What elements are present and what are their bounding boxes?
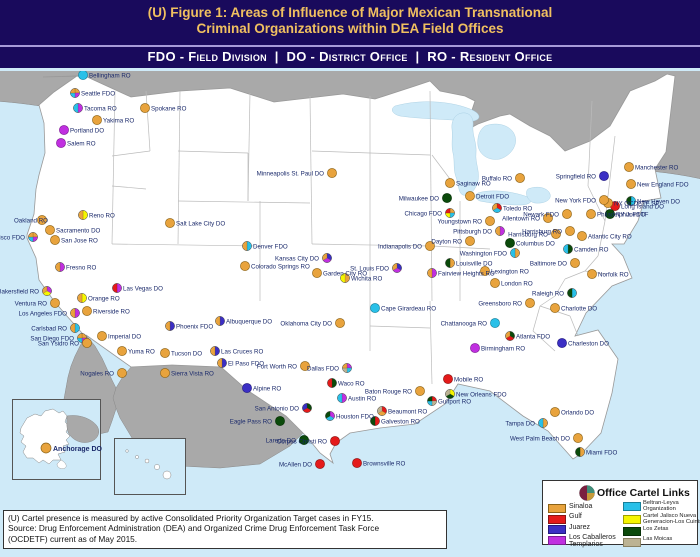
svg-text:San Jose RO: San Jose RO bbox=[61, 238, 98, 245]
svg-text:Portland DO: Portland DO bbox=[70, 128, 104, 135]
svg-text:St. Louis FDO: St. Louis FDO bbox=[350, 266, 389, 273]
svg-text:Gulfport RO: Gulfport RO bbox=[438, 399, 471, 406]
svg-text:Lexington RO: Lexington RO bbox=[491, 269, 529, 276]
svg-text:Pittsburgh DO: Pittsburgh DO bbox=[453, 229, 492, 236]
svg-text:Greensboro RO: Greensboro RO bbox=[478, 301, 522, 308]
svg-text:Fairview Heights RO: Fairview Heights RO bbox=[438, 271, 495, 278]
svg-text:Yakima RO: Yakima RO bbox=[103, 118, 134, 125]
svg-text:Harrisburg RO: Harrisburg RO bbox=[508, 232, 548, 239]
svg-text:Chattanooga RO: Chattanooga RO bbox=[441, 321, 488, 328]
svg-text:McAllen DO: McAllen DO bbox=[279, 462, 312, 469]
svg-text:Reno RO: Reno RO bbox=[89, 213, 115, 220]
svg-text:New York FDO: New York FDO bbox=[555, 198, 596, 205]
svg-text:Atlanta FDO: Atlanta FDO bbox=[516, 334, 550, 341]
svg-text:Cape Girardeau RO: Cape Girardeau RO bbox=[381, 306, 436, 313]
svg-text:Columbus DO: Columbus DO bbox=[516, 241, 555, 248]
svg-text:Fort Worth RO: Fort Worth RO bbox=[257, 364, 297, 371]
svg-text:Tacoma RO: Tacoma RO bbox=[84, 106, 117, 113]
svg-text:Denver FDO: Denver FDO bbox=[253, 244, 288, 251]
svg-text:Orlando DO: Orlando DO bbox=[561, 410, 594, 417]
svg-text:Fresno RO: Fresno RO bbox=[66, 265, 96, 272]
svg-text:Indianapolis DO: Indianapolis DO bbox=[378, 244, 422, 251]
svg-text:New Orleans FDO: New Orleans FDO bbox=[456, 392, 507, 399]
svg-text:Seattle FDO: Seattle FDO bbox=[81, 91, 115, 98]
svg-text:Carlsbad RO: Carlsbad RO bbox=[31, 326, 67, 333]
svg-text:San Antonio DO: San Antonio DO bbox=[255, 406, 300, 413]
svg-text:London RO: London RO bbox=[501, 281, 533, 288]
svg-text:Tampa DO: Tampa DO bbox=[505, 421, 535, 428]
svg-text:Orange RO: Orange RO bbox=[88, 296, 120, 303]
svg-text:Charlotte DO: Charlotte DO bbox=[561, 306, 597, 313]
svg-text:Oklahoma City DO: Oklahoma City DO bbox=[280, 321, 332, 328]
svg-text:Detroit FDO: Detroit FDO bbox=[476, 194, 509, 201]
svg-text:Brownsville RO: Brownsville RO bbox=[363, 461, 405, 468]
svg-text:Camden RO: Camden RO bbox=[574, 247, 609, 254]
svg-text:Charleston DO: Charleston DO bbox=[568, 341, 609, 348]
svg-text:Los Angeles FDO: Los Angeles FDO bbox=[19, 311, 68, 318]
svg-text:Washington FDO: Washington FDO bbox=[460, 251, 507, 258]
svg-text:Yuma RO: Yuma RO bbox=[128, 349, 155, 356]
svg-text:Las Vegas DO: Las Vegas DO bbox=[123, 286, 163, 293]
svg-text:Raleigh RO: Raleigh RO bbox=[532, 291, 564, 298]
svg-text:Oakland RO: Oakland RO bbox=[14, 218, 48, 225]
svg-text:Springfield RO: Springfield RO bbox=[556, 174, 596, 181]
svg-text:Kansas City DO: Kansas City DO bbox=[275, 256, 319, 263]
svg-text:Bellingham RO: Bellingham RO bbox=[89, 73, 131, 80]
svg-text:West Palm Beach DO: West Palm Beach DO bbox=[510, 436, 570, 443]
svg-text:Spokane RO: Spokane RO bbox=[151, 106, 187, 113]
svg-text:Atlantic City RO: Atlantic City RO bbox=[588, 234, 632, 241]
svg-text:Galveston RO: Galveston RO bbox=[381, 419, 420, 426]
svg-text:Bakersfield RO: Bakersfield RO bbox=[0, 289, 39, 296]
svg-text:Alpine RO: Alpine RO bbox=[253, 386, 281, 393]
svg-text:Anchorage DO: Anchorage DO bbox=[53, 446, 102, 453]
svg-text:Miami FDO: Miami FDO bbox=[586, 450, 617, 457]
svg-text:Philadelphia FDO: Philadelphia FDO bbox=[597, 212, 646, 219]
svg-text:Manchester RO: Manchester RO bbox=[635, 165, 679, 172]
svg-text:Riverside RO: Riverside RO bbox=[93, 309, 130, 316]
svg-text:Dallas FDO: Dallas FDO bbox=[307, 366, 339, 373]
svg-text:Colorado Springs RO: Colorado Springs RO bbox=[251, 264, 310, 271]
svg-text:Allentown RO: Allentown RO bbox=[502, 216, 540, 223]
svg-text:San Ysidro RO: San Ysidro RO bbox=[38, 341, 79, 348]
svg-text:Phoenix FDO: Phoenix FDO bbox=[176, 324, 213, 331]
svg-text:Albuquerque DO: Albuquerque DO bbox=[226, 319, 272, 326]
svg-text:Youngstown RO: Youngstown RO bbox=[438, 219, 483, 226]
svg-text:New England FDO: New England FDO bbox=[637, 182, 689, 189]
svg-text:Mobile RO: Mobile RO bbox=[454, 377, 483, 384]
svg-text:NY OCDETF SF: NY OCDETF SF bbox=[614, 201, 659, 208]
svg-text:Ventura RO: Ventura RO bbox=[15, 301, 48, 308]
svg-text:Imperial DO: Imperial DO bbox=[108, 334, 141, 341]
svg-text:Baton Rouge RO: Baton Rouge RO bbox=[365, 389, 412, 396]
svg-text:Laredo DO: Laredo DO bbox=[266, 438, 296, 445]
svg-text:Dayton RO: Dayton RO bbox=[431, 239, 462, 246]
svg-text:Nogales RO: Nogales RO bbox=[80, 371, 114, 378]
svg-text:Houston FDO: Houston FDO bbox=[336, 414, 374, 421]
svg-text:Tucson DO: Tucson DO bbox=[171, 351, 202, 358]
svg-text:Salt Lake City DO: Salt Lake City DO bbox=[176, 221, 225, 228]
svg-text:Buffalo RO: Buffalo RO bbox=[482, 176, 512, 183]
svg-text:Chicago FDO: Chicago FDO bbox=[405, 211, 443, 218]
svg-text:Sacramento DO: Sacramento DO bbox=[56, 228, 101, 235]
svg-text:Wichita RO: Wichita RO bbox=[351, 276, 382, 283]
svg-text:Salem RO: Salem RO bbox=[67, 141, 96, 148]
svg-text:Austin RO: Austin RO bbox=[348, 396, 376, 403]
svg-text:Waco RO: Waco RO bbox=[338, 381, 365, 388]
svg-text:Eagle Pass RO: Eagle Pass RO bbox=[230, 419, 272, 426]
svg-text:Louisville DO: Louisville DO bbox=[456, 261, 493, 268]
svg-text:Birmingham RO: Birmingham RO bbox=[481, 346, 525, 353]
svg-text:Beaumont RO: Beaumont RO bbox=[388, 409, 427, 416]
svg-text:Sierra Vista RO: Sierra Vista RO bbox=[171, 371, 214, 378]
svg-text:Minneapolis St. Paul DO: Minneapolis St. Paul DO bbox=[257, 171, 325, 178]
svg-text:Milwaukee DO: Milwaukee DO bbox=[399, 196, 439, 203]
svg-text:San Francisco FDO: San Francisco FDO bbox=[0, 235, 25, 242]
svg-text:Las Cruces RO: Las Cruces RO bbox=[221, 349, 263, 356]
svg-text:Baltimore DO: Baltimore DO bbox=[530, 261, 567, 268]
svg-text:Norfolk RO: Norfolk RO bbox=[598, 272, 629, 279]
